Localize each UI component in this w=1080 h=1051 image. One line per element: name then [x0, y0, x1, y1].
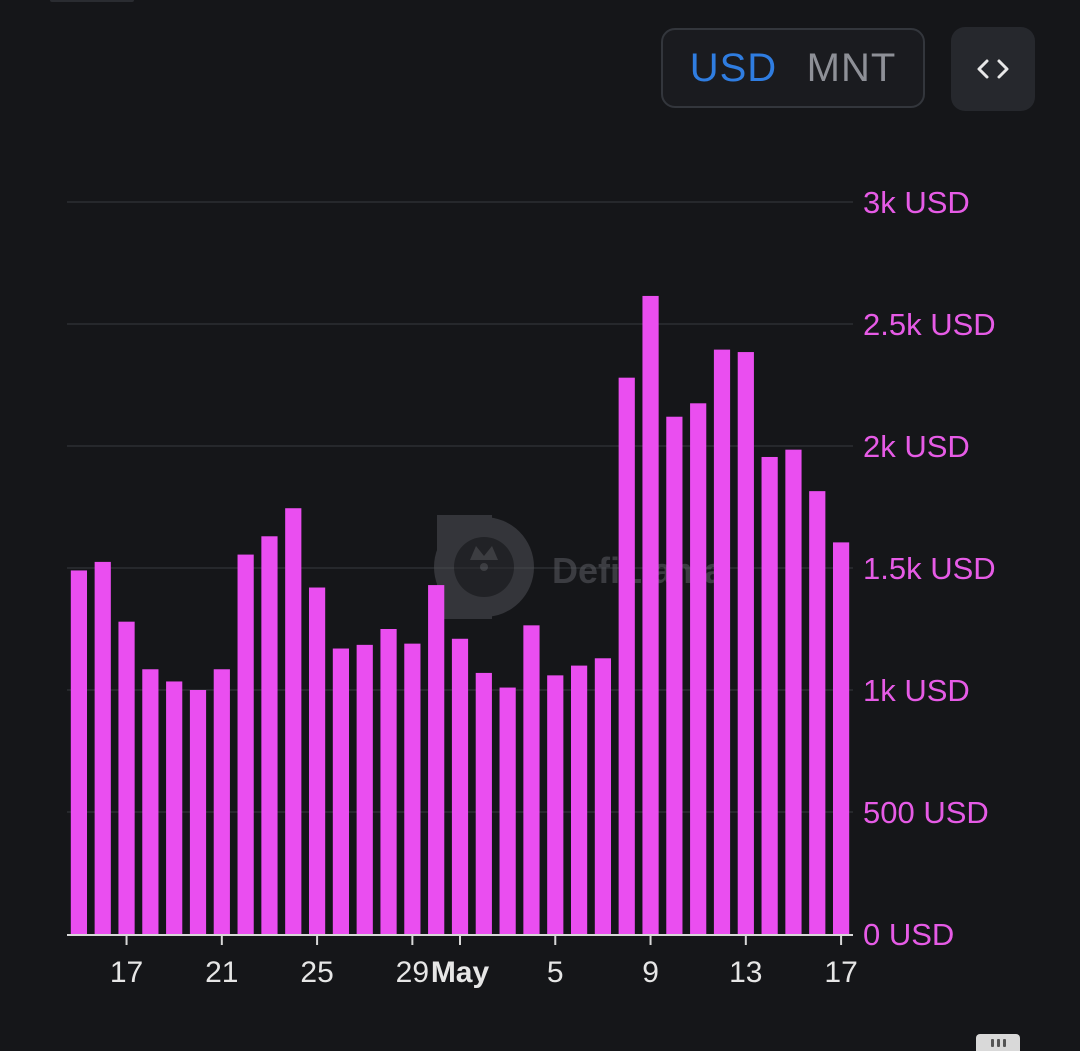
top-edge-tab [50, 0, 134, 2]
x-tick-label: 25 [300, 956, 333, 989]
currency-toggle: USD MNT [661, 28, 925, 108]
bar[interactable] [213, 669, 230, 934]
bar[interactable] [523, 625, 540, 934]
bar[interactable] [237, 554, 254, 934]
bars [70, 295, 850, 935]
x-tick-label: 9 [642, 956, 659, 989]
bar[interactable] [594, 658, 612, 934]
bar[interactable] [666, 416, 683, 935]
x-tick-label: 17 [110, 956, 143, 989]
bar[interactable] [737, 352, 754, 934]
scroll-handle[interactable] [976, 1034, 1020, 1051]
x-tick-label: 17 [824, 956, 857, 989]
bar[interactable] [570, 665, 588, 934]
y-tick-label: 1.5k USD [863, 551, 996, 586]
bar[interactable] [785, 449, 802, 934]
bar[interactable] [404, 643, 421, 934]
bar[interactable] [308, 587, 326, 934]
bar[interactable] [475, 672, 492, 934]
embed-button[interactable] [951, 27, 1035, 111]
currency-mnt-option[interactable]: MNT [806, 45, 897, 90]
x-tick-label: 21 [205, 956, 238, 989]
y-tick-label: 2.5k USD [863, 307, 996, 342]
x-tick-label: 29 [396, 956, 429, 989]
bar[interactable] [832, 542, 850, 934]
bar[interactable] [451, 638, 469, 934]
code-brackets-icon [977, 59, 1009, 79]
bar[interactable] [713, 349, 731, 934]
bar[interactable] [285, 508, 302, 934]
x-tick-label: 13 [729, 956, 762, 989]
bar[interactable] [499, 687, 516, 934]
y-tick-label: 1k USD [863, 673, 970, 708]
x-tick-label: May [431, 956, 490, 989]
bar[interactable] [118, 621, 135, 934]
y-tick-label: 2k USD [863, 429, 970, 464]
bar[interactable] [547, 675, 564, 934]
bar[interactable] [332, 648, 350, 934]
bar[interactable] [189, 690, 207, 934]
currency-usd-option[interactable]: USD [689, 45, 778, 90]
bar[interactable] [142, 669, 159, 934]
bar[interactable] [70, 570, 88, 934]
bar[interactable] [428, 585, 445, 934]
x-tick-label: 5 [547, 956, 564, 989]
bar[interactable] [94, 561, 111, 934]
bar[interactable] [642, 295, 659, 934]
y-axis-labels: 0 USD 500 USD 1k USD 1.5k USD 2k USD 2.5k USD… [863, 185, 996, 952]
bar[interactable] [618, 377, 635, 934]
bar[interactable] [261, 536, 278, 934]
x-axis-labels: 17 21 25 29 May 5 9 13 17 [110, 956, 858, 989]
bar[interactable] [761, 456, 778, 934]
y-tick-label: 0 USD [863, 917, 954, 952]
bar[interactable] [380, 629, 397, 934]
bar[interactable] [356, 644, 373, 934]
bar[interactable] [166, 681, 183, 934]
y-tick-label: 500 USD [863, 795, 989, 830]
llama-logo-icon [434, 515, 534, 619]
y-tick-label: 3k USD [863, 185, 970, 220]
bar[interactable] [809, 491, 826, 934]
bar[interactable] [690, 403, 707, 934]
x-axis [67, 934, 853, 945]
